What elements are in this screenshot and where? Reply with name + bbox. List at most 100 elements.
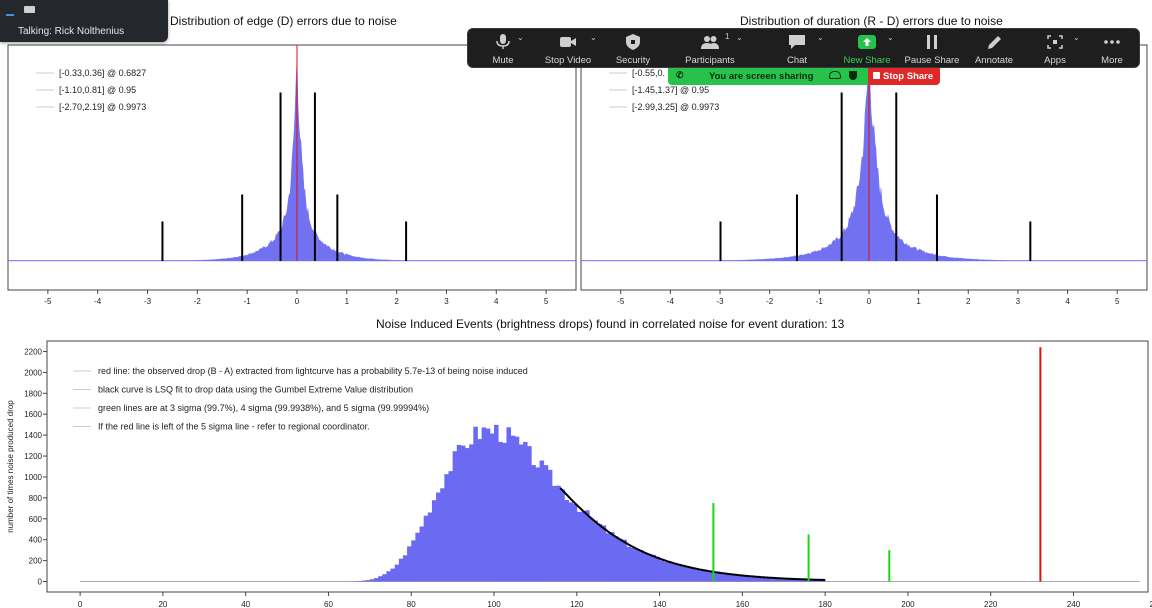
- chevron-down-icon[interactable]: ⌄: [736, 33, 743, 42]
- histogram-bar: [667, 561, 673, 582]
- apps-button[interactable]: ⌄ Apps: [1023, 29, 1087, 67]
- chevron-down-icon[interactable]: ⌄: [590, 33, 597, 42]
- histogram-bar: [485, 428, 491, 582]
- participant-count: 1: [725, 32, 730, 41]
- histogram-bar: [580, 511, 586, 582]
- histogram-bar: [502, 442, 507, 582]
- x-tick-label: 4: [494, 297, 499, 306]
- histogram-bar: [700, 569, 706, 582]
- histogram-bar: [473, 426, 478, 582]
- stop-video-button[interactable]: ⌄ Stop Video: [536, 29, 600, 67]
- y-tick-label: 400: [29, 536, 43, 545]
- histogram-bar: [547, 469, 553, 582]
- chevron-down-icon[interactable]: ⌄: [517, 33, 524, 42]
- plot-frame: [46, 340, 1149, 593]
- histogram-bar: [560, 489, 565, 582]
- histogram-bar: [775, 578, 781, 582]
- x-tick-label: 0: [867, 297, 872, 306]
- x-tick-label: -1: [816, 297, 824, 306]
- x-tick-label: 3: [444, 297, 449, 306]
- noise-distribution: [7, 59, 577, 262]
- security-button[interactable]: Security: [601, 29, 665, 67]
- x-tick-label: 0: [78, 600, 83, 608]
- mute-button[interactable]: ⌄ Mute: [471, 29, 535, 67]
- x-tick-label: -2: [194, 297, 202, 306]
- dots-icon: [1104, 40, 1120, 44]
- annotate-label: Annotate: [974, 55, 1014, 66]
- histogram-bar: [576, 511, 582, 582]
- stop-share-button[interactable]: Stop Share: [868, 68, 940, 85]
- histogram-bar: [609, 532, 615, 582]
- x-tick-label: 5: [1115, 297, 1120, 306]
- legend-entry: [-1.10,0.81] @ 0.95: [59, 85, 136, 95]
- histogram-bar: [597, 524, 603, 582]
- y-tick-label: 1200: [24, 452, 42, 461]
- x-tick-label: 2: [966, 297, 971, 306]
- people-icon: [701, 36, 719, 49]
- x-tick-label: 1: [345, 297, 350, 306]
- histogram-bar: [382, 574, 387, 582]
- chat-button[interactable]: ⌄ Chat: [765, 29, 829, 67]
- histogram-bar: [444, 474, 449, 582]
- pencil-icon: [988, 36, 1001, 49]
- y-tick-label: 200: [29, 557, 43, 566]
- histogram-bar: [659, 560, 665, 582]
- shield-icon: [626, 34, 640, 50]
- histogram-bar: [796, 579, 801, 582]
- histogram-bar: [494, 424, 499, 582]
- x-tick-label: -4: [94, 297, 102, 306]
- histogram-bar: [440, 488, 445, 582]
- camera-icon: [560, 37, 576, 47]
- x-tick-label: -5: [617, 297, 625, 306]
- talking-panel: Talking: Rick Nolthenius: [0, 0, 168, 42]
- histogram-bar: [386, 571, 391, 582]
- plot-frame: [7, 44, 577, 291]
- y-tick-label: 600: [29, 515, 43, 524]
- legend-entry: [-0.55,0.: [632, 68, 665, 78]
- histogram-bar: [436, 492, 441, 582]
- histogram-bar: [618, 538, 623, 582]
- new-share-button[interactable]: ⌄ New Share: [835, 29, 899, 67]
- histogram-bar: [787, 578, 793, 582]
- x-tick-label: 140: [653, 600, 667, 608]
- meeting-toolbar: ⌄ Mute ⌄ Stop Video Security 1 ⌄ Partici…: [467, 28, 1140, 68]
- gumbel-fit-curve: [559, 487, 826, 581]
- chevron-down-icon[interactable]: ⌄: [1073, 33, 1080, 42]
- histogram-bar: [589, 518, 594, 582]
- x-tick-label: 120: [570, 600, 584, 608]
- new-share-label: New Share: [843, 55, 891, 66]
- chart2-title: Distribution of duration (R - D) errors …: [740, 14, 1003, 28]
- histogram-bar: [767, 577, 772, 582]
- x-tick-label: -3: [144, 297, 152, 306]
- pause-share-button[interactable]: Pause Share: [900, 29, 964, 67]
- video-thumb-icon[interactable]: [24, 6, 35, 13]
- histogram-bar: [357, 580, 362, 582]
- histogram-bar: [510, 435, 516, 582]
- more-button[interactable]: More: [1080, 29, 1144, 67]
- histogram-bar: [676, 563, 681, 582]
- histogram-bar: [551, 485, 557, 582]
- histogram-bar: [634, 549, 640, 582]
- histogram-bar: [647, 553, 652, 582]
- chevron-down-icon[interactable]: ⌄: [817, 33, 824, 42]
- histogram-bar: [402, 555, 408, 582]
- histogram-bar: [585, 510, 590, 582]
- annotate-button[interactable]: Annotate: [962, 29, 1026, 67]
- legend-entry: [-2.99,3.25] @ 0.9973: [632, 102, 719, 112]
- histogram-bar: [514, 436, 520, 582]
- histogram-bar: [692, 568, 698, 582]
- chevron-down-icon[interactable]: ⌄: [887, 33, 894, 42]
- chart1-title: Distribution of edge (D) errors due to n…: [170, 14, 397, 28]
- participants-button[interactable]: 1 ⌄ Participants: [678, 29, 743, 67]
- histogram-bar: [398, 558, 404, 582]
- histogram-bar: [742, 575, 747, 582]
- y-tick-label: 1800: [24, 389, 42, 398]
- phone-icon: ✆: [676, 70, 684, 80]
- histogram-bar: [431, 500, 437, 582]
- histogram-bar: [783, 578, 789, 582]
- minimize-icon[interactable]: [6, 6, 14, 16]
- apps-label: Apps: [1044, 55, 1066, 66]
- histogram-bar: [601, 525, 607, 582]
- noise-distribution: [580, 52, 1148, 262]
- x-tick-label: 20: [158, 600, 167, 608]
